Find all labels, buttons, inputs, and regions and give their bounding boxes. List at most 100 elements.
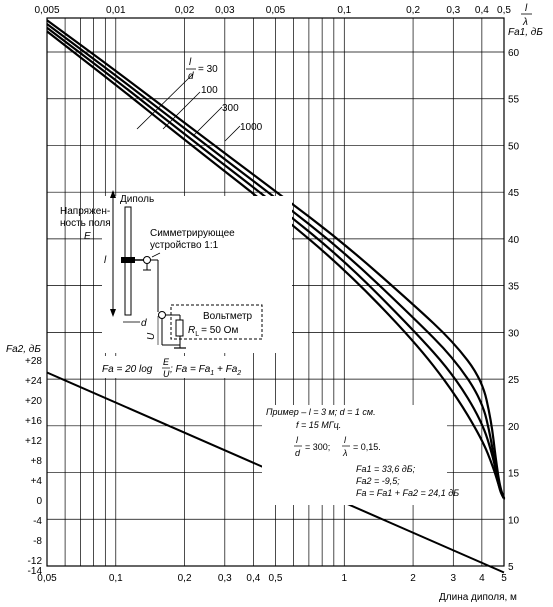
- legend-leader-line: [136, 73, 194, 130]
- left-axis-label: Fa2, дБ: [6, 344, 41, 355]
- example-frac-b-val: = 0,15.: [353, 442, 381, 452]
- right-tick-label: 35: [508, 282, 520, 293]
- formula-num: E: [163, 357, 170, 367]
- right-tick-label: 60: [508, 48, 520, 59]
- field-arrow-up-icon: [110, 190, 116, 198]
- right-tick-label: 50: [508, 141, 520, 152]
- bottom-tick-label: 0,4: [246, 573, 260, 584]
- right-tick-label: 55: [508, 95, 520, 106]
- right-tick-label: 45: [508, 188, 520, 199]
- example-frac-a-den: d: [295, 448, 301, 458]
- formula: Fa = 20 log E U ; Fa = Fa1 + Fa2: [100, 356, 250, 379]
- right-tick-label: 40: [508, 235, 520, 246]
- top-tick-label: 0,4: [475, 5, 489, 16]
- left-tick-label: +4: [31, 476, 43, 487]
- load-resistor-icon: [175, 319, 184, 337]
- field-label-1: Напряжен-: [60, 206, 110, 217]
- bottom-tick-label: 0,2: [178, 573, 192, 584]
- bottom-tick-label: 0,05: [37, 573, 57, 584]
- right-axis-label: Fa1, дБ: [508, 27, 543, 38]
- bottom-tick-label: 2: [410, 573, 416, 584]
- example-frac-a-num: l: [296, 435, 299, 445]
- legend-label-30: = 30: [198, 64, 218, 75]
- example-frac-b-den: λ: [342, 448, 347, 458]
- example-line-1: Пример – l = 3 м; d = 1 см.: [266, 407, 376, 417]
- example-line-2: f = 15 МГц.: [296, 420, 341, 430]
- example-block: Пример – l = 3 м; d = 1 см. f = 15 МГц. …: [262, 405, 459, 505]
- example-line-5: Fa2 = -9,5;: [356, 476, 400, 486]
- example-frac-b-num: l: [344, 435, 347, 445]
- length-label: l: [104, 255, 107, 266]
- series-legend: l d = 30 100 300 1000: [136, 57, 263, 142]
- left-tick-label: -14: [28, 566, 43, 577]
- balun-label-1: Симметрирующее: [150, 228, 235, 239]
- voltmeter-label: Вольтметр: [203, 311, 253, 322]
- field-label-2: ность поля: [60, 218, 111, 229]
- example-line-6: Fa = Fa1 + Fa2 = 24,1 дБ: [356, 488, 459, 498]
- bottom-tick-label: 0,5: [269, 573, 283, 584]
- top-tick-label: 0,02: [175, 5, 195, 16]
- right-tick-label: 5: [508, 562, 514, 573]
- voltmeter-box: [170, 304, 263, 340]
- balun-icon: [143, 256, 151, 264]
- left-tick-label: -4: [33, 516, 42, 527]
- diagram-background: [102, 196, 292, 353]
- tick-labels: 0,005 0,01 0,02 0,03 0,05 0,1 0,2 0,3 0,4 0,5 0,05…: [25, 5, 520, 584]
- balun-leader-line: [151, 252, 161, 258]
- top-axis-label: l λ: [521, 3, 532, 28]
- legend-label-300: 300: [222, 103, 239, 114]
- right-tick-label: 20: [508, 422, 520, 433]
- bottom-tick-label: 3: [451, 573, 457, 584]
- example-background: [262, 405, 447, 505]
- right-tick-label: 25: [508, 375, 520, 386]
- balun-label-2: устройство 1:1: [150, 240, 219, 251]
- right-tick-label: 10: [508, 515, 520, 526]
- left-tick-label: +12: [25, 436, 42, 447]
- diameter-label: d: [141, 318, 147, 329]
- bottom-tick-label: 0,3: [218, 573, 232, 584]
- right-tick-label: 30: [508, 328, 520, 339]
- top-axis-label-den: λ: [522, 17, 528, 28]
- series-line-ld-300: [46, 23, 506, 500]
- top-tick-label: 0,3: [446, 5, 460, 16]
- legend-leader-line: [162, 91, 201, 130]
- voltage-label: U: [146, 332, 157, 340]
- left-tick-label: -8: [33, 536, 42, 547]
- left-tick-label: 0: [36, 496, 42, 507]
- right-tick-label: 15: [508, 469, 520, 480]
- plot-border: [46, 17, 505, 567]
- top-tick-label: 0,01: [106, 5, 126, 16]
- field-label-e: E: [84, 231, 91, 242]
- formula-background: [100, 356, 250, 378]
- top-tick-label: 0,05: [266, 5, 286, 16]
- formula-den: U: [163, 369, 170, 379]
- top-tick-label: 0,1: [337, 5, 351, 16]
- measurement-diagram: Диполь Напряжен- ность поля E l Симметри…: [60, 190, 292, 353]
- top-tick-label: 0,03: [215, 5, 235, 16]
- series-line-ld-1000: [46, 19, 506, 500]
- bottom-tick-label: 4: [479, 573, 485, 584]
- legend-label-100: 100: [201, 85, 218, 96]
- top-tick-label: 0,2: [406, 5, 420, 16]
- bottom-tick-label: 0,1: [109, 573, 123, 584]
- top-tick-label: 0,005: [34, 5, 59, 16]
- rl-label: RL = 50 Ом: [188, 325, 238, 338]
- dipole-feed-gap: [121, 257, 135, 263]
- example-frac-a-val: = 300;: [305, 442, 330, 452]
- legend-leader-line: [192, 106, 223, 137]
- top-tick-label: 0,5: [497, 5, 511, 16]
- bottom-tick-label: 1: [342, 573, 348, 584]
- bottom-tick-label: 5: [501, 573, 507, 584]
- left-tick-label: +20: [25, 396, 42, 407]
- legend-label-1000: 1000: [240, 122, 263, 133]
- formula-prefix: Fa = 20 log: [102, 364, 153, 375]
- plot-frame: [46, 17, 505, 567]
- left-tick-label: -12: [28, 556, 43, 567]
- left-tick-label: +8: [31, 456, 43, 467]
- formula-suffix: ; Fa = Fa1 + Fa2: [170, 364, 241, 377]
- left-tick-label: +16: [25, 416, 42, 427]
- top-axis-label-num: l: [525, 3, 528, 14]
- left-tick-label: +28: [25, 356, 42, 367]
- legend-leader-line: [224, 125, 241, 142]
